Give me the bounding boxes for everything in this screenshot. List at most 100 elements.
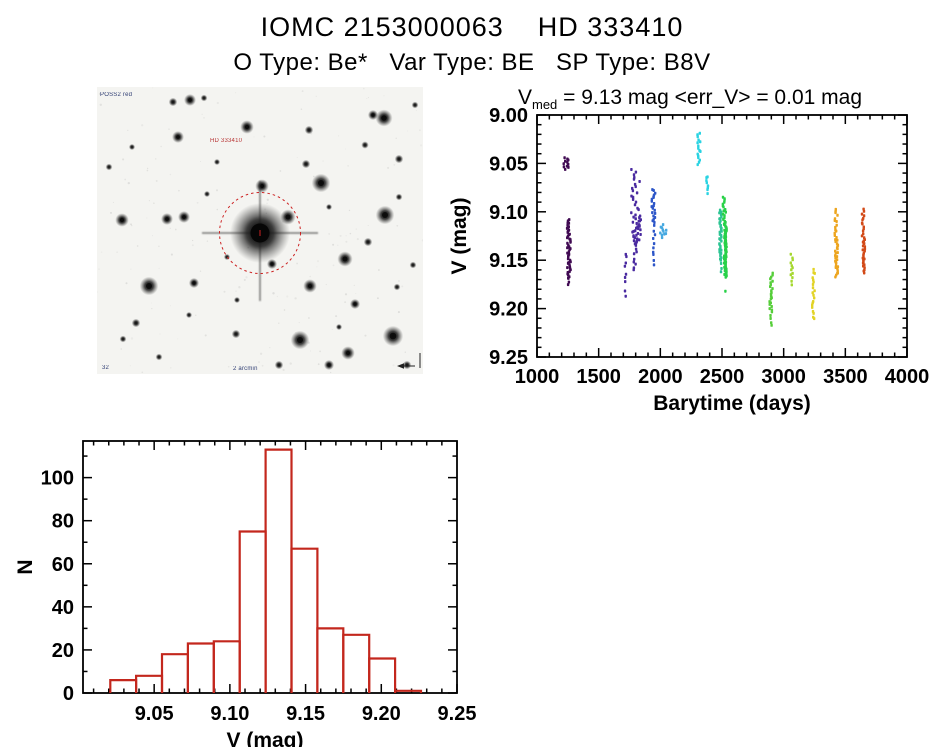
data-point <box>566 266 569 270</box>
star <box>119 335 127 343</box>
data-point <box>718 248 721 252</box>
data-point <box>653 208 656 212</box>
data-point <box>860 234 864 238</box>
histogram-bar <box>316 627 345 693</box>
y-tick-label: 20 <box>52 640 74 662</box>
data-point <box>631 189 635 193</box>
star <box>393 283 401 291</box>
data-point <box>696 163 699 167</box>
data-point <box>770 323 773 327</box>
lightcurve-cluster-0 <box>562 156 572 287</box>
data-point <box>651 211 654 215</box>
star <box>231 329 241 339</box>
data-point <box>836 251 839 255</box>
data-point <box>863 242 866 246</box>
star <box>200 94 208 102</box>
y-tick-label: 9.25 <box>489 347 528 369</box>
data-point <box>632 260 635 264</box>
star <box>394 154 404 164</box>
lightcurve-axis-labels: 1000 1500 2000 2500 3000 3500 4000 9.00 9.05 9.10… <box>448 105 929 415</box>
data-point <box>813 296 816 300</box>
data-point <box>722 205 725 209</box>
star <box>213 158 221 166</box>
plot-frame <box>82 440 458 694</box>
data-point <box>632 177 636 181</box>
data-point <box>836 265 840 269</box>
data-point <box>770 321 773 325</box>
x-tick-label: 2000 <box>638 366 683 388</box>
data-point <box>632 239 636 243</box>
survey-label: POSS2 red <box>100 92 132 98</box>
data-point <box>771 279 774 283</box>
data-point <box>652 250 655 254</box>
data-point <box>623 276 627 279</box>
data-point <box>633 257 636 261</box>
data-point <box>768 302 771 306</box>
data-point <box>664 232 668 236</box>
data-point <box>660 233 664 237</box>
data-point <box>720 239 723 243</box>
star <box>128 143 136 151</box>
data-point <box>812 267 815 271</box>
lightcurve-cluster-5 <box>718 208 723 274</box>
data-point <box>724 289 727 293</box>
data-point <box>652 263 656 267</box>
data-point <box>661 223 665 227</box>
histogram-plot: 9.05 9.10 9.15 9.20 9.25 0 20 40 60 80 100 V (mag) N <box>14 440 476 747</box>
star <box>105 163 113 171</box>
data-point <box>652 253 655 256</box>
y-tick-label: 9.10 <box>489 202 528 224</box>
data-point <box>791 258 794 262</box>
data-point <box>834 225 837 229</box>
x-tick-label: 1500 <box>576 366 621 388</box>
star <box>223 253 231 261</box>
field-stars <box>105 94 419 371</box>
data-point <box>791 276 794 280</box>
finder-chart-image: POSS2 red HD 333410 2 arcmin 32 <box>97 87 423 374</box>
data-point <box>639 233 642 236</box>
data-point <box>836 213 839 217</box>
star <box>335 323 343 331</box>
data-point <box>705 181 708 185</box>
lightcurve-cluster-2 <box>650 188 657 267</box>
data-point <box>696 135 699 139</box>
y-axis-label: V (mag) <box>448 197 471 274</box>
histogram-bar <box>342 633 371 693</box>
page-title: IOMC 2153000063 HD 333410 <box>260 12 684 42</box>
axis-ticks <box>83 441 458 694</box>
lightcurve-cluster-3 <box>659 223 668 240</box>
data-point <box>633 236 636 240</box>
x-axis-label: Barytime (days) <box>653 392 811 415</box>
data-point <box>769 277 772 281</box>
star <box>361 141 369 149</box>
data-point <box>632 215 635 219</box>
data-point <box>725 255 728 259</box>
data-point <box>637 227 640 231</box>
data-point <box>862 209 866 213</box>
data-point <box>789 252 792 256</box>
data-point <box>769 317 772 320</box>
lightcurve-cluster-7 <box>768 271 774 327</box>
data-point <box>632 268 635 272</box>
data-point <box>634 217 637 221</box>
star <box>233 296 241 304</box>
data-point <box>724 210 727 214</box>
data-point <box>770 305 773 308</box>
data-point <box>636 237 639 241</box>
y-tick-label: 40 <box>52 597 74 619</box>
data-point <box>566 257 570 261</box>
lightcurve-cluster-8 <box>789 252 794 287</box>
x-tick-label: 9.15 <box>286 703 325 725</box>
data-point <box>564 159 567 163</box>
data-point <box>652 237 655 240</box>
data-point <box>566 230 569 234</box>
data-point <box>835 220 838 223</box>
data-point <box>813 317 816 321</box>
data-point <box>631 198 635 201</box>
data-point <box>699 140 702 144</box>
data-point <box>567 280 571 284</box>
data-point <box>653 221 656 224</box>
data-point <box>635 226 638 230</box>
data-point <box>835 229 838 233</box>
data-point <box>789 261 792 265</box>
